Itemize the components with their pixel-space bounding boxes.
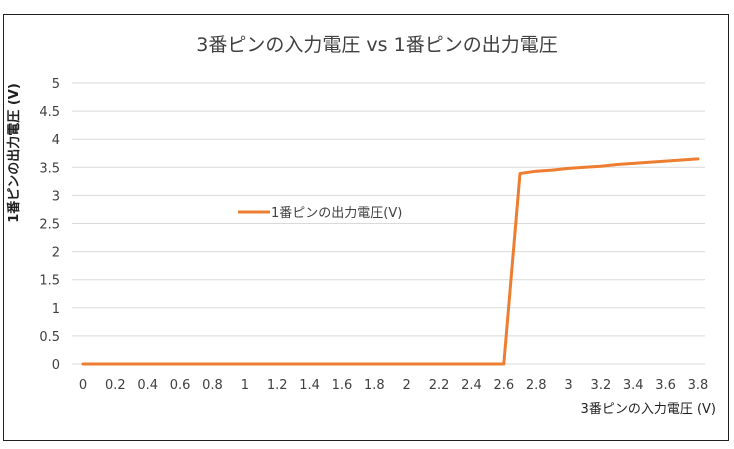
y-tick-label: 2.5 (39, 218, 60, 233)
chart-title: 3番ピンの入力電圧 vs 1番ピンの出力電圧 (196, 34, 557, 56)
y-axis-label: 1番ピンの出力電圧 (V) (6, 83, 22, 223)
y-tick-label: 5 (52, 77, 60, 92)
x-tick-label: 0.4 (137, 378, 158, 393)
x-tick-label: 3.6 (655, 378, 676, 393)
y-tick-label: 3 (52, 189, 60, 204)
x-tick-label: 1.2 (267, 378, 288, 393)
legend-label: 1番ピンの出力電圧(V) (271, 206, 402, 221)
x-tick-label: 1.4 (299, 378, 320, 393)
chart-frame (3, 14, 729, 441)
y-tick-label: 1 (52, 302, 60, 317)
legend: 1番ピンの出力電圧(V) (238, 206, 402, 221)
x-axis-label: 3番ピンの入力電圧 (V) (581, 402, 716, 417)
x-tick-labels: 0 0.2 0.4 0.6 0.8 1 1.2 1.4 1.6 1.8 2 2.2 2.4 2.6 2.8 3… (79, 378, 708, 393)
x-tick-label: 1 (241, 378, 249, 393)
y-tick-label: 0.5 (39, 330, 60, 345)
y-tick-label: 4 (52, 133, 60, 148)
x-tick-label: 1.6 (332, 378, 353, 393)
x-tick-label: 0 (79, 378, 87, 393)
x-tick-label: 3.2 (591, 378, 612, 393)
y-tick-label: 1.5 (39, 274, 60, 289)
y-tick-label: 4.5 (39, 105, 60, 120)
gridlines (72, 82, 705, 365)
y-tick-labels: 0 0.5 1 1.5 2 2.5 3 3.5 4 4.5 5 (39, 77, 60, 373)
y-tick-label: 2 (52, 246, 60, 261)
x-tick-label: 2 (403, 378, 411, 393)
x-tick-label: 3.8 (688, 378, 709, 393)
series-line-0 (81, 157, 700, 366)
x-tick-label: 3 (564, 378, 572, 393)
x-tick-label: 2.2 (429, 378, 450, 393)
x-tick-label: 1.8 (364, 378, 385, 393)
x-tick-label: 0.6 (170, 378, 191, 393)
x-tick-label: 2.4 (461, 378, 482, 393)
x-tick-label: 0.2 (105, 378, 126, 393)
x-tick-label: 0.8 (202, 378, 223, 393)
y-tick-label: 3.5 (39, 161, 60, 176)
y-tick-label: 0 (52, 358, 60, 373)
series-layer (81, 157, 700, 366)
x-tick-label: 2.8 (526, 378, 547, 393)
x-tick-label: 2.6 (493, 378, 514, 393)
x-tick-label: 3.4 (623, 378, 644, 393)
